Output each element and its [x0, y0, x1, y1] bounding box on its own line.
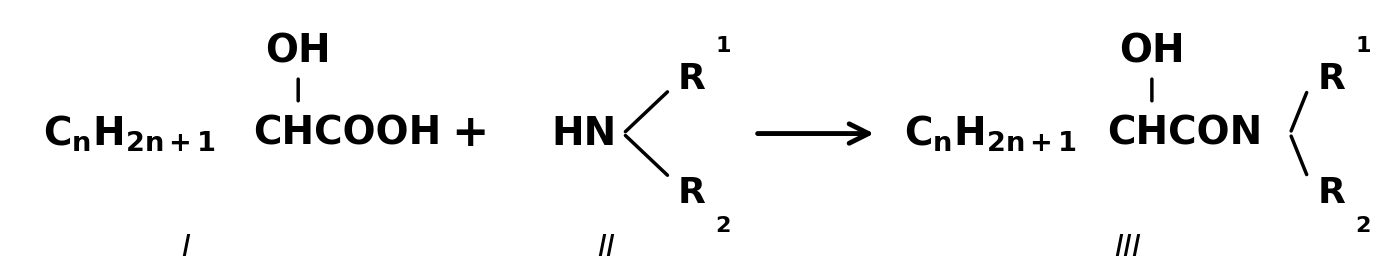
Text: OH: OH — [265, 33, 331, 71]
Text: R: R — [1318, 177, 1345, 210]
Text: I: I — [181, 234, 190, 262]
Text: R: R — [677, 62, 705, 96]
Text: II: II — [596, 234, 614, 262]
Text: 1: 1 — [716, 36, 731, 56]
Text: CHCOOH: CHCOOH — [253, 115, 441, 153]
Text: $\mathregular{C_nH_{2n+1}}$: $\mathregular{C_nH_{2n+1}}$ — [904, 113, 1077, 154]
Text: HN: HN — [551, 115, 617, 153]
Text: CHCON: CHCON — [1107, 115, 1263, 153]
Text: $\mathregular{C_nH_{2n+1}}$: $\mathregular{C_nH_{2n+1}}$ — [44, 113, 217, 154]
Text: R: R — [677, 177, 705, 210]
Text: 2: 2 — [716, 216, 731, 236]
Text: III: III — [1114, 234, 1140, 262]
Text: R: R — [1318, 62, 1345, 96]
Text: OH: OH — [1118, 33, 1184, 71]
Text: 1: 1 — [1355, 36, 1371, 56]
Text: 2: 2 — [1355, 216, 1370, 236]
Text: +: + — [452, 112, 489, 155]
